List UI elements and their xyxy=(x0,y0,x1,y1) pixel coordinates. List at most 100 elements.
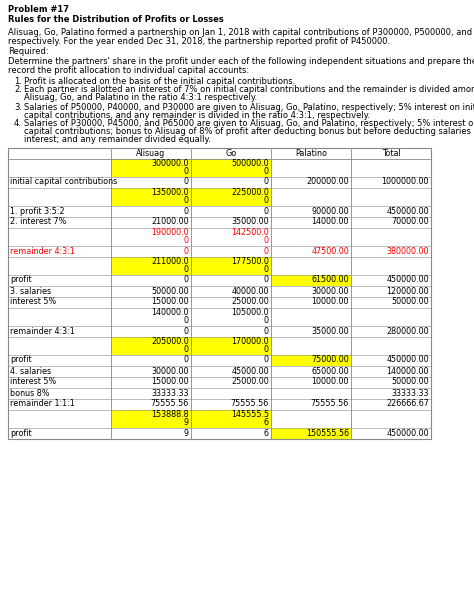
Text: Salaries of P30000, P45000, and P65000 are given to Alisuag, Go, and Palatino, r: Salaries of P30000, P45000, and P65000 a… xyxy=(24,120,474,129)
Text: 6: 6 xyxy=(264,428,269,438)
Text: 1.: 1. xyxy=(14,77,22,85)
Text: 0: 0 xyxy=(184,207,189,216)
Text: 142500.0: 142500.0 xyxy=(231,228,269,237)
Text: 280000.00: 280000.00 xyxy=(386,327,429,335)
Text: 0: 0 xyxy=(264,236,269,245)
Bar xyxy=(271,427,351,438)
Bar xyxy=(111,188,191,205)
Text: 15000.00: 15000.00 xyxy=(151,378,189,387)
Text: 0: 0 xyxy=(264,207,269,216)
Text: 500000.0: 500000.0 xyxy=(231,159,269,168)
Text: 150555.56: 150555.56 xyxy=(306,428,349,438)
Text: 2. interest 7%: 2. interest 7% xyxy=(10,218,66,226)
Text: profit: profit xyxy=(10,275,32,284)
Text: 0: 0 xyxy=(264,246,269,256)
Text: 9: 9 xyxy=(184,418,189,427)
Text: Problem #17: Problem #17 xyxy=(8,5,69,14)
Text: 0: 0 xyxy=(184,275,189,284)
Text: 90000.00: 90000.00 xyxy=(311,207,349,216)
Text: 70000.00: 70000.00 xyxy=(392,218,429,226)
Text: Alisuag, Go, Palatino formed a partnership on Jan 1, 2018 with capital contribut: Alisuag, Go, Palatino formed a partnersh… xyxy=(8,28,474,37)
Text: remainder 1:1:1: remainder 1:1:1 xyxy=(10,400,75,408)
Text: 0: 0 xyxy=(264,196,269,205)
Text: 300000.0: 300000.0 xyxy=(152,159,189,168)
Text: 3.: 3. xyxy=(14,102,22,112)
Text: 450000.00: 450000.00 xyxy=(386,275,429,284)
Text: 140000.0: 140000.0 xyxy=(152,308,189,317)
Bar xyxy=(191,409,271,427)
Text: remainder 4:3:1: remainder 4:3:1 xyxy=(10,246,75,256)
Text: 0: 0 xyxy=(184,167,189,176)
Text: 9: 9 xyxy=(184,428,189,438)
Text: 0: 0 xyxy=(184,236,189,245)
Text: Profit is allocated on the basis of the initial capital contributions.: Profit is allocated on the basis of the … xyxy=(24,77,295,85)
Text: Each partner is allotted an interest of 7% on initial capital contributions and : Each partner is allotted an interest of … xyxy=(24,85,474,94)
Text: 0: 0 xyxy=(264,178,269,186)
Text: capital contributions, and any remainder is divided in the ratio 4:3:1, respecti: capital contributions, and any remainder… xyxy=(24,110,370,120)
Text: 50000.00: 50000.00 xyxy=(392,297,429,306)
Bar xyxy=(111,409,191,427)
Text: capital contributions; bonus to Alisuag of 8% of profit after deducting bonus bu: capital contributions; bonus to Alisuag … xyxy=(24,128,474,137)
Text: profit: profit xyxy=(10,428,32,438)
Text: 205000.0: 205000.0 xyxy=(151,337,189,346)
Text: 0: 0 xyxy=(184,178,189,186)
Text: 380000.00: 380000.00 xyxy=(386,246,429,256)
Text: 450000.00: 450000.00 xyxy=(386,428,429,438)
Text: 153888.8: 153888.8 xyxy=(151,410,189,419)
Text: 30000.00: 30000.00 xyxy=(152,367,189,376)
Text: 75555.56: 75555.56 xyxy=(151,400,189,408)
Text: 0: 0 xyxy=(264,167,269,176)
Text: 1000000.00: 1000000.00 xyxy=(382,178,429,186)
Text: profit: profit xyxy=(10,356,32,365)
Text: 1. profit 3:5:2: 1. profit 3:5:2 xyxy=(10,207,64,216)
Bar xyxy=(191,337,271,354)
Bar xyxy=(191,188,271,205)
Text: 450000.00: 450000.00 xyxy=(386,207,429,216)
Text: interest 5%: interest 5% xyxy=(10,378,56,387)
Text: 47500.00: 47500.00 xyxy=(311,246,349,256)
Text: Required:: Required: xyxy=(8,47,49,56)
Text: 105000.0: 105000.0 xyxy=(231,308,269,317)
Text: 2.: 2. xyxy=(14,85,22,94)
Text: 0: 0 xyxy=(184,246,189,256)
Text: Total: Total xyxy=(382,148,401,158)
Text: Determine the partners' share in the profit under each of the following independ: Determine the partners' share in the pro… xyxy=(8,58,474,66)
Text: 190000.0: 190000.0 xyxy=(151,228,189,237)
Text: 0: 0 xyxy=(264,345,269,354)
Text: 61500.00: 61500.00 xyxy=(311,275,349,284)
Bar xyxy=(111,337,191,354)
Text: 35000.00: 35000.00 xyxy=(311,327,349,335)
Text: 40000.00: 40000.00 xyxy=(231,286,269,295)
Text: 170000.0: 170000.0 xyxy=(231,337,269,346)
Text: 15000.00: 15000.00 xyxy=(151,297,189,306)
Text: Salaries of P50000, P40000, and P30000 are given to Alisuag, Go, Palatino, respe: Salaries of P50000, P40000, and P30000 a… xyxy=(24,102,474,112)
Text: Alisuag: Alisuag xyxy=(137,148,165,158)
Text: bonus 8%: bonus 8% xyxy=(10,389,49,397)
Text: 0: 0 xyxy=(184,345,189,354)
Text: 30000.00: 30000.00 xyxy=(311,286,349,295)
Text: 50000.00: 50000.00 xyxy=(392,378,429,387)
Text: 135000.0: 135000.0 xyxy=(151,188,189,197)
Bar xyxy=(111,159,191,177)
Text: 10000.00: 10000.00 xyxy=(311,297,349,306)
Text: 50000.00: 50000.00 xyxy=(151,286,189,295)
Text: 0: 0 xyxy=(184,327,189,335)
Text: 140000.00: 140000.00 xyxy=(386,367,429,376)
Text: 75000.00: 75000.00 xyxy=(311,356,349,365)
Text: 120000.00: 120000.00 xyxy=(386,286,429,295)
Text: 75555.56: 75555.56 xyxy=(311,400,349,408)
Text: initial capital contributions: initial capital contributions xyxy=(10,178,117,186)
Text: 10000.00: 10000.00 xyxy=(311,378,349,387)
Text: 0: 0 xyxy=(184,196,189,205)
Text: 0: 0 xyxy=(264,265,269,274)
Text: 35000.00: 35000.00 xyxy=(231,218,269,226)
Text: Palatino: Palatino xyxy=(295,148,327,158)
Text: 145555.5: 145555.5 xyxy=(231,410,269,419)
Text: 0: 0 xyxy=(264,327,269,335)
Text: 200000.00: 200000.00 xyxy=(306,178,349,186)
Text: 0: 0 xyxy=(184,356,189,365)
Text: 4. salaries: 4. salaries xyxy=(10,367,51,376)
Bar xyxy=(8,148,431,438)
Text: 45000.00: 45000.00 xyxy=(231,367,269,376)
Text: interest; and any remainder divided equally.: interest; and any remainder divided equa… xyxy=(24,135,211,145)
